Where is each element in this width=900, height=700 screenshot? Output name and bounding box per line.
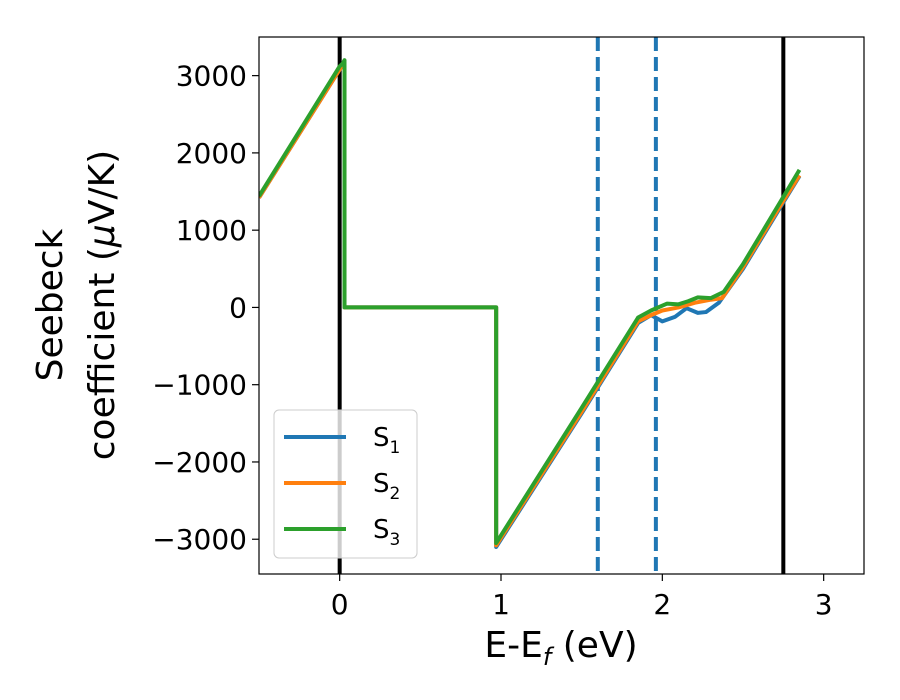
x-tick-label: 0 (331, 588, 349, 621)
y-tick-label: 0 (229, 291, 247, 324)
plot-frame (258, 36, 865, 575)
y-axis-ticks: 3000 2000 1000 0 −1000 −2000 −3000 (152, 60, 259, 556)
y-tick-label: 3000 (176, 60, 247, 93)
legend: S1 S2 S3 (273, 409, 418, 559)
y-tick-label: 1000 (176, 214, 247, 247)
y-axis-title-line1: Seebeck (30, 228, 71, 381)
x-axis-title: E-Ef (eV) (484, 625, 637, 671)
legend-label: S2 (373, 469, 400, 504)
legend-label: S3 (373, 515, 400, 550)
y-axis-title: Seebeck coefficient (μV/K) (30, 150, 123, 460)
legend-label: S1 (373, 423, 400, 458)
y-tick-label: −2000 (152, 446, 247, 479)
legend-entry-2: S2 (284, 469, 400, 504)
x-tick-label: 3 (815, 588, 833, 621)
x-tick-label: 2 (653, 588, 671, 621)
x-tick-label: 1 (492, 588, 510, 621)
x-axis-ticks: 0 1 2 3 (331, 574, 833, 621)
y-tick-label: −1000 (152, 369, 247, 402)
series-line-3 (259, 58, 802, 546)
legend-entry-1: S1 (284, 423, 400, 458)
y-axis-title-line2: coefficient (μV/K) (82, 150, 123, 460)
y-tick-label: −3000 (152, 523, 247, 556)
legend-entry-3: S3 (284, 515, 400, 550)
series-lines (259, 58, 802, 549)
y-tick-label: 2000 (176, 137, 247, 170)
